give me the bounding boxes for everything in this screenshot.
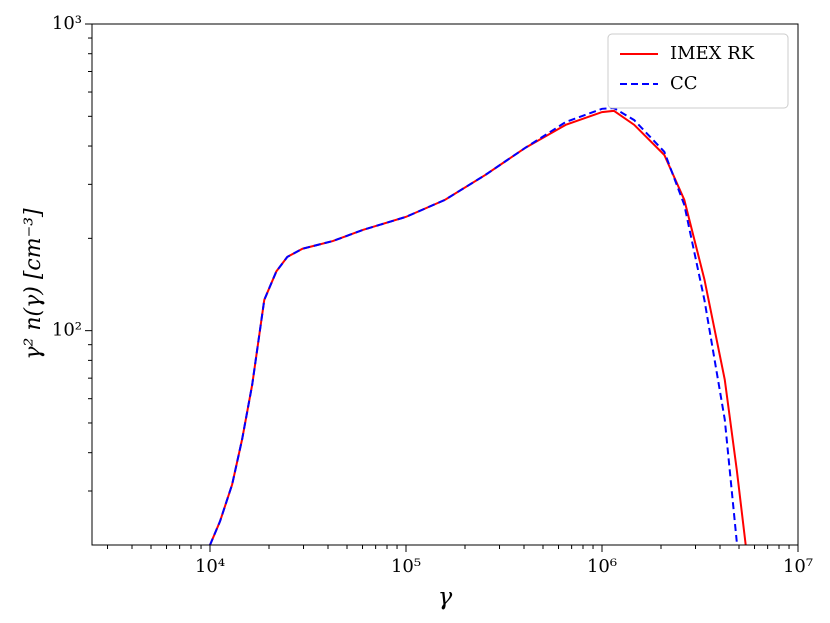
x-tick-label: 10⁵ [391, 556, 421, 577]
legend-box [607, 33, 789, 109]
x-tick-label: 10⁷ [783, 556, 813, 577]
x-axis-label: γ [438, 583, 453, 611]
y-tick-label: 10³ [52, 13, 82, 34]
legend-label: CC [670, 73, 698, 94]
x-tick-label: 10⁶ [587, 556, 617, 577]
plot-frame [91, 23, 799, 546]
series-line [209, 107, 738, 545]
legend: IMEX RK CC [607, 33, 789, 109]
plot-area [209, 107, 747, 545]
y-tick-label: 10² [52, 320, 82, 341]
series-line [209, 109, 747, 545]
legend-label: IMEX RK [670, 43, 755, 64]
x-tick-label: 10⁴ [195, 556, 225, 577]
y-axis-label: γ² n(γ) [cm⁻³] [21, 208, 46, 360]
